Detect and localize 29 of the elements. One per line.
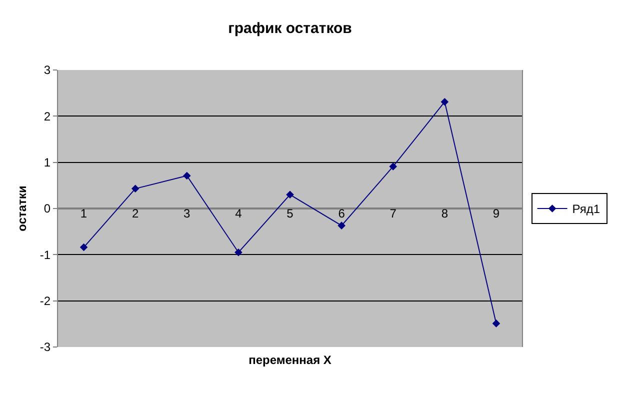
y-tick-label: 1 [44,156,51,170]
point [338,222,346,230]
point [234,248,242,256]
y-tick-label: -1 [40,248,51,262]
point [182,172,191,180]
legend-label: Ряд1 [572,202,600,216]
x-tick-label: 9 [492,206,500,220]
x-tick-label: 8 [441,206,448,220]
x-tick-label: 5 [286,206,294,220]
chart-title: график остатков [228,20,352,38]
x-tick-label: 3 [184,206,191,220]
x-axis-title: переменная X [248,352,332,367]
y-tick-label: 0 [44,202,51,216]
point [131,184,140,193]
y-tick-label: 3 [44,63,51,78]
point [492,320,500,328]
y-tick-label: -2 [40,294,51,308]
x-tick-label: 2 [132,206,139,220]
point [389,162,398,170]
point [286,190,294,199]
point [440,98,449,106]
point [80,243,88,252]
x-tick-label: 6 [338,206,346,220]
x-tick-label: 1 [80,206,88,220]
y-tick-label: -3 [40,340,51,354]
x-tick-label: 7 [390,206,397,220]
x-tick-label: 4 [235,206,242,220]
y-axis-title: остатки [15,186,30,232]
y-tick-label: 2 [44,109,51,124]
